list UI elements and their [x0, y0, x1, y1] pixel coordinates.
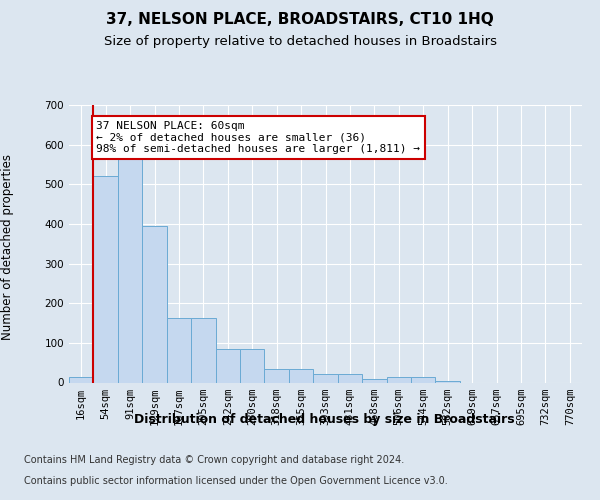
Bar [167, 318, 191, 382]
Text: Number of detached properties: Number of detached properties [1, 154, 14, 340]
Text: 37 NELSON PLACE: 60sqm
← 2% of detached houses are smaller (36)
98% of semi-deta: 37 NELSON PLACE: 60sqm ← 2% of detached … [97, 121, 421, 154]
Bar [240, 349, 265, 382]
Bar [289, 370, 313, 382]
Bar [142, 226, 167, 382]
Bar [265, 370, 289, 382]
Bar [215, 349, 240, 382]
Bar [313, 374, 338, 382]
Text: 37, NELSON PLACE, BROADSTAIRS, CT10 1HQ: 37, NELSON PLACE, BROADSTAIRS, CT10 1HQ [106, 12, 494, 28]
Bar [118, 154, 142, 382]
Bar [69, 376, 94, 382]
Bar [191, 318, 215, 382]
Text: Size of property relative to detached houses in Broadstairs: Size of property relative to detached ho… [104, 35, 497, 48]
Bar [362, 378, 386, 382]
Bar [94, 176, 118, 382]
Bar [338, 374, 362, 382]
Text: Distribution of detached houses by size in Broadstairs: Distribution of detached houses by size … [134, 412, 514, 426]
Bar [436, 380, 460, 382]
Bar [411, 376, 436, 382]
Bar [386, 376, 411, 382]
Text: Contains public sector information licensed under the Open Government Licence v3: Contains public sector information licen… [24, 476, 448, 486]
Text: Contains HM Land Registry data © Crown copyright and database right 2024.: Contains HM Land Registry data © Crown c… [24, 455, 404, 465]
